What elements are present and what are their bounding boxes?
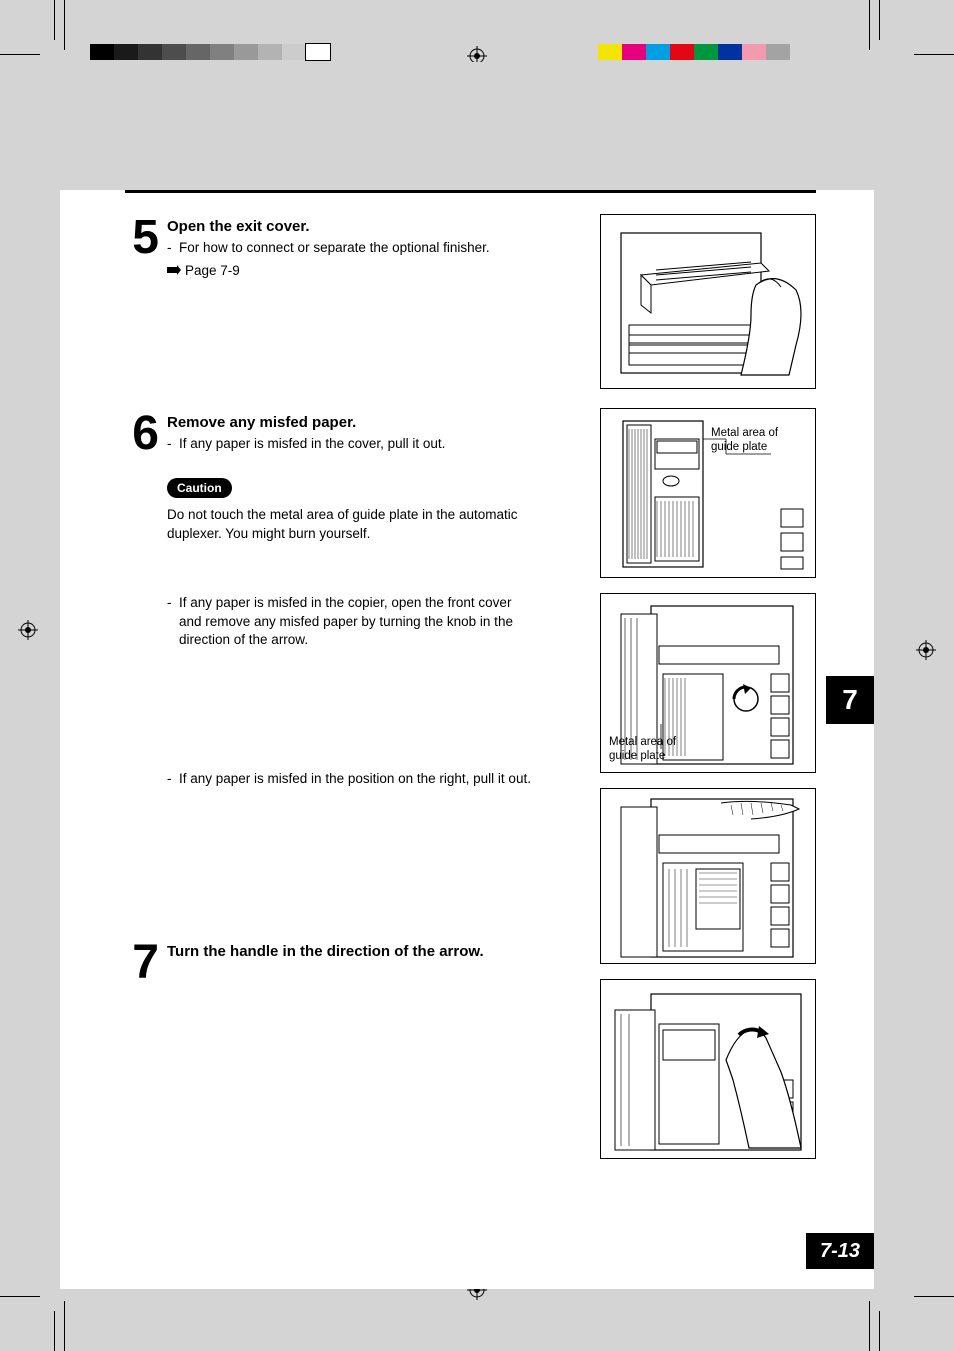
crop-mark (869, 1301, 870, 1351)
color-swatches (598, 44, 790, 60)
registration-mark-icon (18, 620, 38, 645)
step-6-continued-2: - If any paper is misfed in the position… (167, 770, 537, 789)
step-number: 6 (125, 410, 159, 458)
crop-mark (64, 1301, 65, 1351)
grayscale-swatches (90, 44, 330, 60)
figure-label: Metal area of guide plate (609, 736, 676, 764)
figure-step7 (600, 979, 816, 1159)
caution-badge: Caution (167, 478, 232, 498)
step-number: 5 (125, 214, 159, 262)
crop-mark (914, 54, 954, 55)
header-rule (125, 190, 816, 193)
continued-text: If any paper is misfed in the position o… (179, 770, 531, 789)
figure-step6b: Metal area of guide plate (600, 593, 816, 773)
figure-label: Metal area of guide plate (711, 427, 778, 455)
step-desc: - For how to connect or separate the opt… (167, 239, 490, 258)
crop-mark (914, 1296, 954, 1297)
crop-mark (64, 0, 65, 50)
step-desc-text: For how to connect or separate the optio… (179, 239, 490, 258)
continued-text: If any paper is misfed in the copier, op… (179, 594, 537, 651)
page-body: 7 7-13 5 Open the exit cover. - For how … (60, 62, 874, 1289)
crop-mark (879, 1311, 880, 1351)
crop-mark (0, 1296, 40, 1297)
step-number: 7 (125, 939, 159, 987)
caution-text: Do not touch the metal area of guide pla… (167, 506, 537, 544)
page-ref-text: Page 7-9 (185, 263, 240, 278)
step-desc-text: If any paper is misfed in the cover, pul… (179, 435, 445, 454)
figure-step6a: Metal area of guide plate (600, 408, 816, 578)
registration-mark-icon (916, 640, 936, 665)
crop-mark (0, 54, 40, 55)
step-title: Remove any misfed paper. (167, 414, 445, 431)
crop-mark (54, 0, 55, 40)
step-6-continued-1: - If any paper is misfed in the copier, … (167, 594, 537, 651)
page-header-band (60, 62, 874, 190)
page-reference: Page 7-9 (167, 262, 490, 280)
arrow-icon (167, 262, 181, 280)
content-area: 5 Open the exit cover. - For how to conn… (125, 214, 864, 1289)
step-title: Turn the handle in the direction of the … (167, 943, 484, 960)
figure-step6c (600, 788, 816, 964)
step-title: Open the exit cover. (167, 218, 490, 235)
crop-mark (869, 0, 870, 50)
crop-mark (879, 0, 880, 40)
crop-mark (54, 1311, 55, 1351)
figure-step5 (600, 214, 816, 389)
step-desc: - If any paper is misfed in the cover, p… (167, 435, 445, 454)
